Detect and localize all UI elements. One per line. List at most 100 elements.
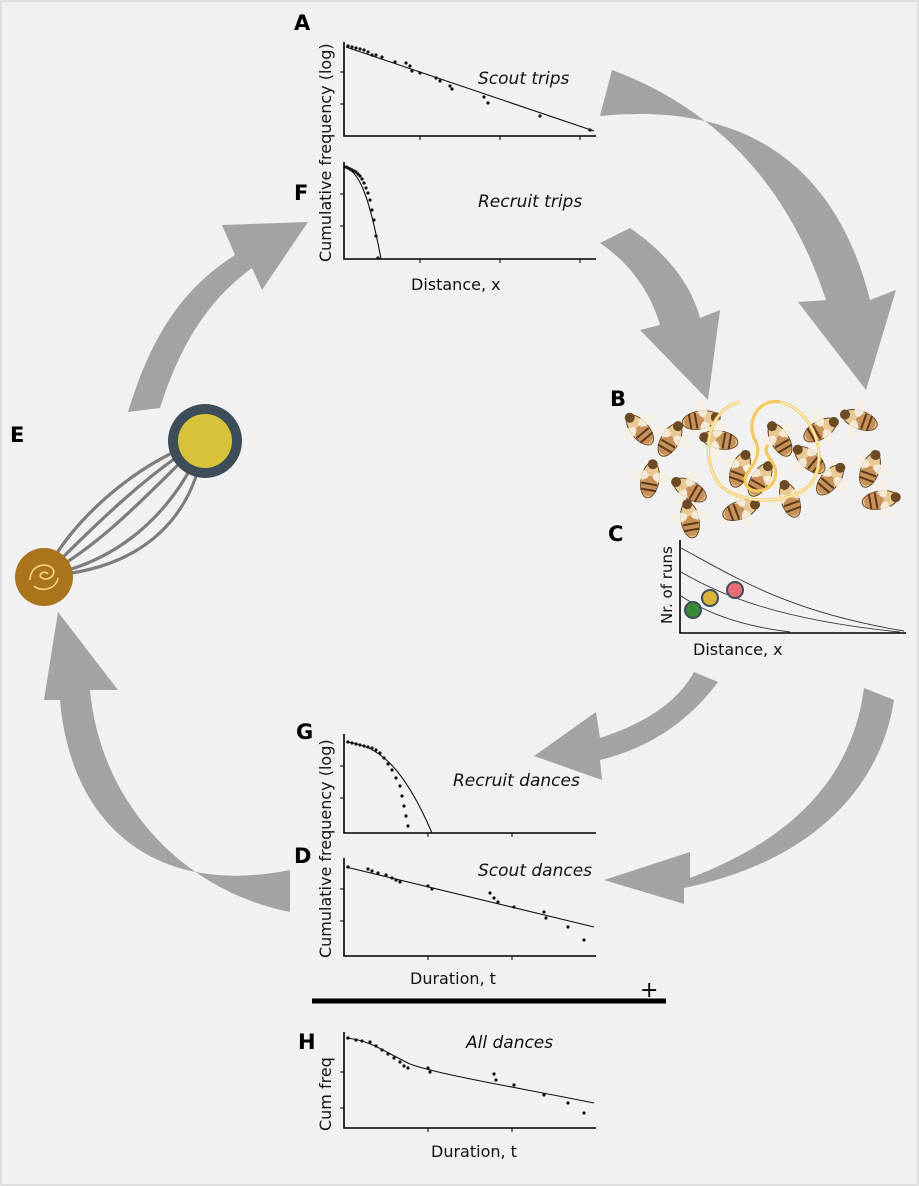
data-point xyxy=(374,53,378,57)
data-point xyxy=(400,794,404,798)
panel-d-ticks xyxy=(340,888,513,960)
panel-c-curve-high xyxy=(680,547,905,632)
panel-c-runs-vs-distance: C Nr. of runs Distance, x xyxy=(608,522,906,659)
data-point xyxy=(376,871,380,875)
data-point xyxy=(582,1111,586,1115)
bee-swarm-image xyxy=(621,399,901,539)
data-point xyxy=(354,46,358,50)
panel-letter-e: E xyxy=(10,423,24,447)
data-point xyxy=(368,198,372,202)
data-point xyxy=(366,50,370,54)
data-point xyxy=(588,128,592,132)
data-point xyxy=(366,191,370,195)
panel-letter-h: H xyxy=(298,1030,316,1054)
panel-h-points xyxy=(346,1036,586,1115)
arrow-f-to-b xyxy=(600,228,720,400)
arrow-d-to-e xyxy=(44,612,290,912)
panel-d-fit-line xyxy=(345,866,595,928)
data-point xyxy=(372,218,376,222)
data-point xyxy=(582,938,586,942)
data-point xyxy=(370,869,374,873)
arrow-a-to-b xyxy=(600,70,896,390)
bee xyxy=(630,459,671,499)
data-point xyxy=(408,64,412,68)
panel-letter-f: F xyxy=(294,181,308,205)
bee xyxy=(861,479,901,520)
data-point xyxy=(374,1044,378,1048)
bee xyxy=(803,410,839,446)
panel-g-points xyxy=(346,740,410,828)
data-point xyxy=(542,1093,546,1097)
panel-letter-c: C xyxy=(608,522,623,546)
bee xyxy=(621,412,654,446)
data-point xyxy=(426,884,430,888)
data-point xyxy=(380,55,384,59)
data-point xyxy=(350,741,354,745)
data-point xyxy=(350,45,354,49)
data-point xyxy=(398,1060,402,1064)
panel-letter-d: D xyxy=(294,844,311,868)
data-point xyxy=(488,891,492,895)
data-point xyxy=(346,44,350,48)
bee xyxy=(760,421,796,457)
bee xyxy=(671,470,707,506)
data-point xyxy=(360,177,364,181)
data-point xyxy=(358,174,362,178)
panel-c-axes xyxy=(679,540,906,634)
data-point xyxy=(393,60,397,64)
data-point xyxy=(346,1036,350,1040)
panel-c-ylabel: Nr. of runs xyxy=(658,546,676,624)
bee xyxy=(852,449,891,488)
data-point xyxy=(370,53,374,57)
data-point xyxy=(402,804,406,808)
data-point xyxy=(376,256,380,260)
panel-a-ticks xyxy=(340,71,581,140)
panel-letter-b: B xyxy=(610,387,626,411)
dances-xlabel: Duration, t xyxy=(410,969,496,988)
data-point xyxy=(486,101,490,105)
data-point xyxy=(538,114,542,118)
data-point xyxy=(492,896,496,900)
panel-c-curve-low xyxy=(680,595,791,633)
data-point xyxy=(390,876,394,880)
panel-d-scout-dances: D Scout dances Duration, t xyxy=(294,844,596,988)
data-point xyxy=(496,900,500,904)
data-point xyxy=(354,742,358,746)
data-point xyxy=(398,784,402,788)
data-point xyxy=(544,916,548,920)
data-point xyxy=(542,910,546,914)
panel-f-title: Recruit trips xyxy=(478,192,582,212)
panel-f-points xyxy=(344,165,380,260)
data-point xyxy=(448,84,452,88)
data-point xyxy=(384,873,388,877)
panel-a-points xyxy=(346,44,592,132)
panel-letter-a: A xyxy=(294,11,311,35)
data-point xyxy=(366,867,370,871)
bee xyxy=(654,421,690,457)
dot-red xyxy=(726,581,744,599)
data-point xyxy=(364,186,368,190)
data-point xyxy=(410,69,414,73)
data-point xyxy=(566,925,570,929)
panel-h-all-dances: H All dances Cum freq Duration, t xyxy=(298,1030,596,1161)
data-point xyxy=(386,1052,390,1056)
data-point xyxy=(386,762,390,766)
data-point xyxy=(392,1056,396,1060)
data-point xyxy=(346,740,350,744)
panel-d-title: Scout dances xyxy=(478,861,592,881)
data-point xyxy=(366,745,370,749)
cycle-arrows xyxy=(44,70,896,912)
trips-xlabel: Distance, x xyxy=(411,275,501,294)
data-point xyxy=(390,768,394,772)
waggle-dance-loop-icon xyxy=(706,399,821,502)
panel-g-title: Recruit dances xyxy=(453,771,580,791)
data-point xyxy=(378,751,382,755)
data-point xyxy=(428,1070,432,1074)
bee xyxy=(722,489,761,528)
data-point xyxy=(370,208,374,212)
panel-f-recruit-trips: F Recruit trips Distance, x xyxy=(294,162,596,294)
arrow-c-to-g xyxy=(534,672,718,780)
plus-sign: + xyxy=(640,978,658,1003)
data-point xyxy=(434,76,438,80)
